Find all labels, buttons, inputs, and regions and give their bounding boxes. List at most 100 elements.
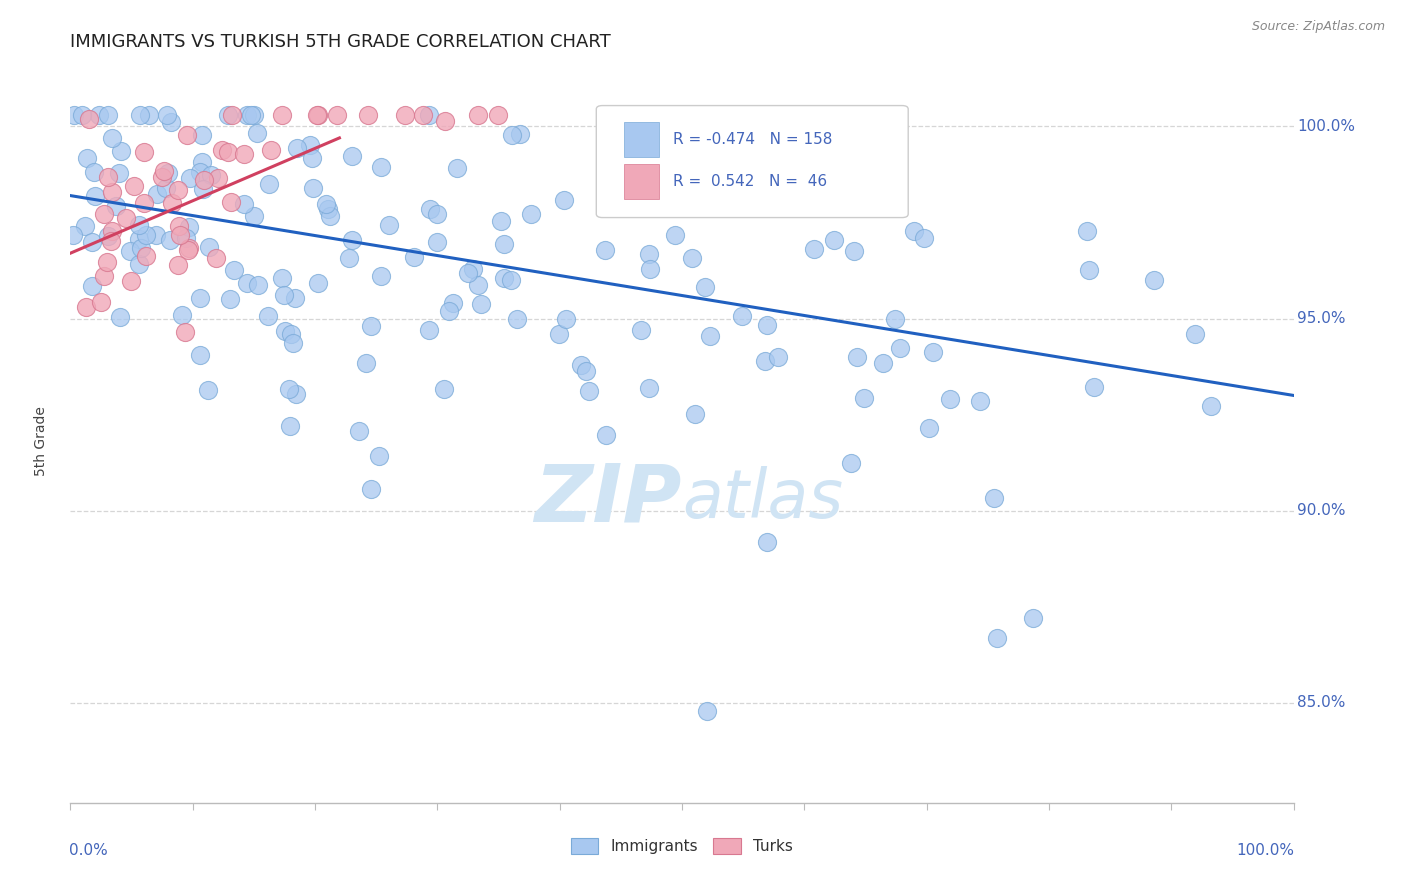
- Text: 5th Grade: 5th Grade: [34, 407, 48, 476]
- Text: 100.0%: 100.0%: [1237, 843, 1295, 857]
- Point: [193, 172, 215, 186]
- Point: [316, 202, 339, 216]
- Point: [731, 310, 754, 324]
- Point: [1022, 611, 1045, 625]
- Point: [553, 194, 575, 208]
- Point: [755, 535, 778, 549]
- Point: [412, 108, 434, 122]
- Point: [357, 108, 380, 122]
- Point: [169, 227, 191, 242]
- Point: [681, 251, 703, 265]
- Point: [190, 155, 212, 169]
- Point: [76, 152, 98, 166]
- Point: [188, 291, 211, 305]
- FancyBboxPatch shape: [624, 122, 658, 157]
- Point: [191, 128, 214, 143]
- Point: [439, 304, 461, 318]
- Point: [630, 323, 652, 337]
- Point: [80, 278, 103, 293]
- Point: [75, 219, 97, 234]
- Point: [425, 207, 447, 221]
- Point: [595, 427, 617, 442]
- Point: [197, 383, 219, 397]
- Point: [623, 182, 645, 196]
- Point: [575, 364, 598, 378]
- Point: [70, 108, 93, 122]
- Point: [274, 324, 297, 338]
- Point: [157, 166, 180, 180]
- Point: [176, 128, 198, 142]
- Point: [494, 237, 516, 252]
- Point: [326, 108, 349, 122]
- Point: [939, 392, 962, 406]
- Point: [693, 280, 716, 294]
- Point: [207, 171, 229, 186]
- Point: [446, 161, 468, 176]
- Point: [548, 326, 571, 341]
- Point: [217, 145, 239, 159]
- Point: [370, 161, 392, 175]
- Point: [219, 194, 242, 209]
- Point: [418, 323, 440, 337]
- Point: [177, 241, 200, 255]
- Point: [305, 108, 328, 122]
- Point: [219, 292, 242, 306]
- Point: [278, 419, 301, 434]
- Point: [1199, 399, 1222, 413]
- Point: [501, 128, 523, 142]
- Point: [160, 196, 183, 211]
- Point: [153, 164, 176, 178]
- Point: [370, 268, 392, 283]
- Point: [983, 491, 1005, 505]
- Point: [921, 345, 943, 359]
- Point: [145, 228, 167, 243]
- Point: [97, 169, 120, 184]
- Point: [285, 141, 308, 155]
- Point: [470, 297, 492, 311]
- Point: [284, 291, 307, 305]
- Point: [101, 131, 124, 145]
- Point: [83, 165, 105, 179]
- Point: [128, 219, 150, 233]
- Point: [167, 183, 190, 197]
- Legend: Immigrants, Turks: Immigrants, Turks: [565, 832, 799, 860]
- Point: [90, 294, 112, 309]
- Text: ZIP: ZIP: [534, 460, 682, 539]
- Point: [128, 257, 150, 271]
- Point: [766, 350, 789, 364]
- Point: [150, 170, 173, 185]
- Point: [418, 108, 440, 122]
- Point: [138, 108, 160, 122]
- Point: [418, 202, 440, 216]
- Point: [245, 126, 267, 140]
- Text: 90.0%: 90.0%: [1298, 503, 1346, 518]
- Point: [156, 108, 179, 122]
- Point: [846, 350, 869, 364]
- Point: [93, 268, 115, 283]
- Point: [1184, 327, 1206, 342]
- Text: R =  0.542   N =  46: R = 0.542 N = 46: [673, 174, 828, 189]
- Point: [129, 242, 152, 256]
- Point: [82, 235, 104, 249]
- Point: [307, 277, 329, 291]
- Point: [270, 270, 292, 285]
- Point: [167, 219, 190, 234]
- Text: R = -0.474   N = 158: R = -0.474 N = 158: [673, 132, 832, 147]
- Point: [519, 207, 541, 221]
- Point: [467, 108, 489, 122]
- Point: [167, 259, 190, 273]
- Point: [63, 108, 86, 122]
- Point: [569, 358, 592, 372]
- Point: [699, 329, 721, 343]
- Point: [852, 392, 875, 406]
- Point: [839, 456, 862, 470]
- Point: [683, 408, 706, 422]
- Text: atlas: atlas: [682, 467, 844, 533]
- Point: [211, 143, 233, 157]
- Point: [378, 218, 401, 232]
- Point: [912, 230, 935, 244]
- FancyBboxPatch shape: [596, 105, 908, 218]
- Point: [124, 178, 146, 193]
- Point: [638, 246, 661, 260]
- Point: [179, 170, 201, 185]
